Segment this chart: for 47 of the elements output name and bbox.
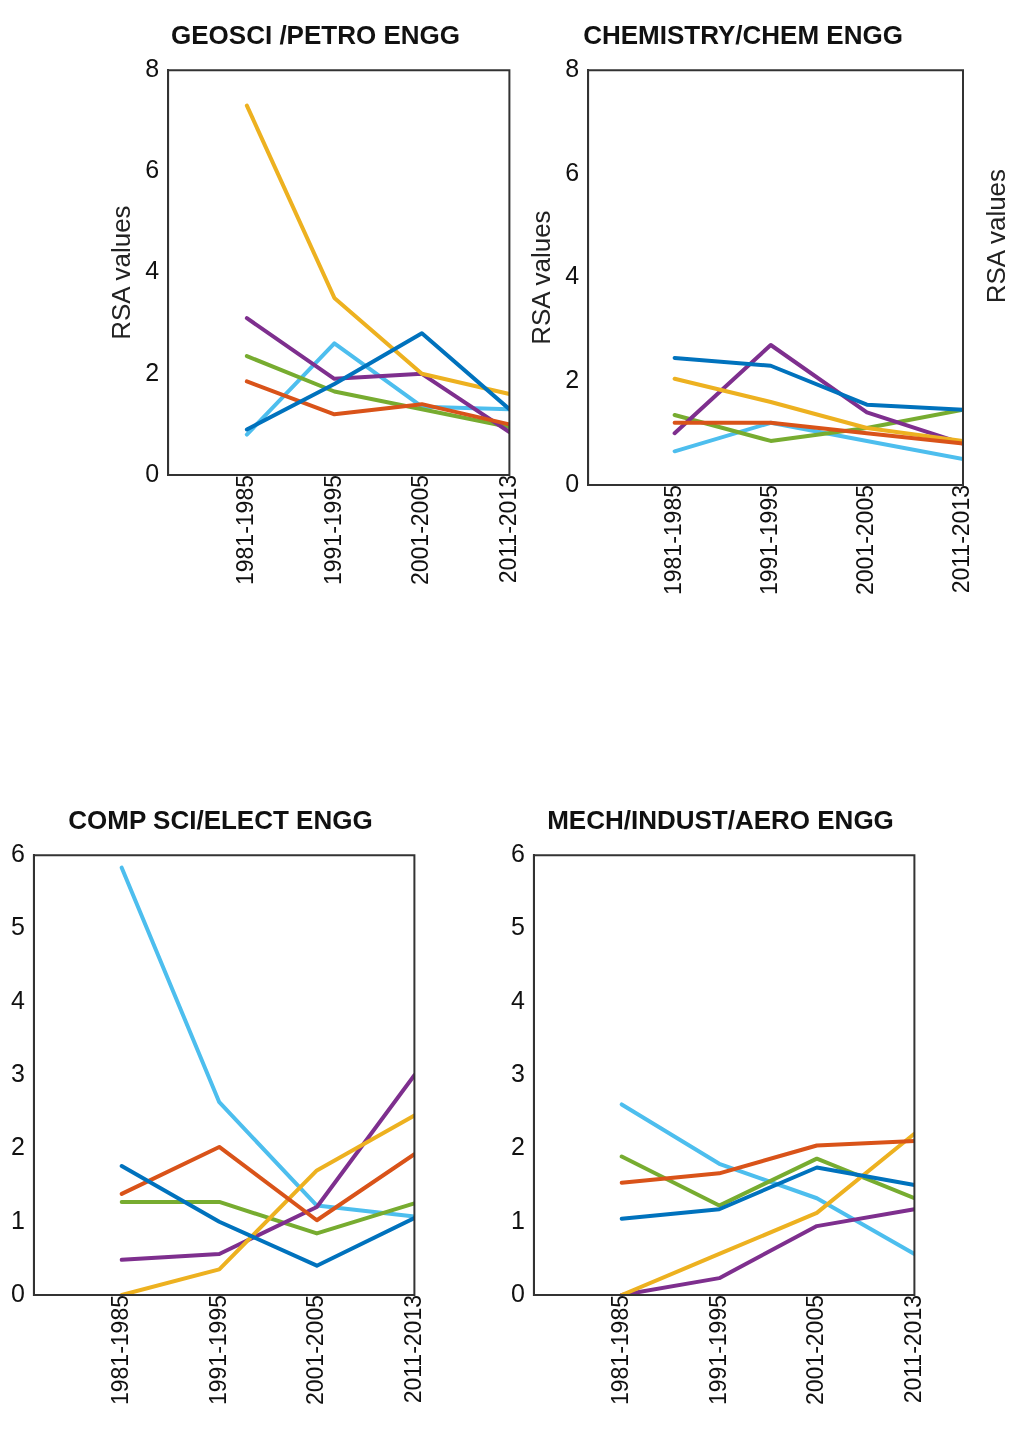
- y-tick-label: 2: [565, 365, 580, 394]
- x-tick-label: 2001-2005: [302, 1295, 329, 1406]
- y-tick-label: 8: [565, 54, 580, 83]
- x-tick-label: 2001-2005: [802, 1295, 829, 1406]
- x-tick-label: 1991-1995: [204, 1295, 231, 1406]
- x-tick-label: 2011-2013: [494, 475, 521, 584]
- y-tick-label: 0: [565, 468, 580, 497]
- y-tick-label: 2: [511, 1132, 525, 1161]
- y-tick-label: 3: [11, 1058, 25, 1087]
- y-tick-label: 5: [11, 912, 25, 941]
- x-tick-label: 2011-2013: [399, 1295, 426, 1404]
- y-tick-label: 6: [11, 839, 25, 868]
- x-tick-label: 1981-1985: [659, 485, 686, 596]
- y-tick-label: 6: [511, 839, 525, 868]
- y-tick-label: 4: [511, 985, 525, 1014]
- text: RSA values: [981, 168, 1012, 304]
- chart-title: MECH/INDUST/AERO ENGG: [547, 804, 894, 835]
- y-tick-label: 0: [511, 1278, 525, 1307]
- y-tick-label: 2: [145, 357, 160, 386]
- y-tick-label: 0: [145, 458, 160, 487]
- y-tick-label: 2: [11, 1132, 25, 1161]
- x-tick-label: 1991-1995: [756, 485, 783, 596]
- y-tick-label: 6: [565, 157, 580, 186]
- y-tick-label: 5: [511, 912, 525, 941]
- y-tick-label: 4: [145, 256, 160, 285]
- y-tick-label: 1: [11, 1205, 25, 1234]
- y-axis-title: RSA values: [105, 205, 136, 340]
- chart-title: CHEMISTRY/CHEM ENGG: [583, 19, 903, 50]
- x-tick-label: 2001-2005: [852, 485, 879, 596]
- x-tick-label: 1991-1995: [319, 475, 346, 586]
- x-tick-label: 1981-1985: [107, 1295, 134, 1406]
- y-tick-label: 3: [511, 1058, 525, 1087]
- x-tick-label: 1981-1985: [607, 1295, 634, 1406]
- y-tick-label: 4: [11, 985, 25, 1014]
- y-tick-label: 6: [145, 155, 160, 184]
- x-tick-label: 2011-2013: [899, 1295, 926, 1404]
- x-tick-label: 1991-1995: [704, 1295, 731, 1406]
- y-tick-label: 0: [11, 1278, 25, 1307]
- y-axis-title: RSA values: [525, 210, 556, 345]
- x-tick-label: 2001-2005: [407, 475, 434, 586]
- x-tick-label: 2011-2013: [948, 485, 975, 594]
- chart-title: COMP SCI/ELECT ENGG: [68, 804, 373, 835]
- y-tick-label: 4: [565, 261, 580, 290]
- y-tick-label: 1: [511, 1205, 525, 1234]
- y-tick-label: 8: [145, 54, 160, 83]
- chart-title: GEOSCI /PETRO ENGG: [171, 19, 460, 50]
- x-tick-label: 1981-1985: [232, 475, 259, 586]
